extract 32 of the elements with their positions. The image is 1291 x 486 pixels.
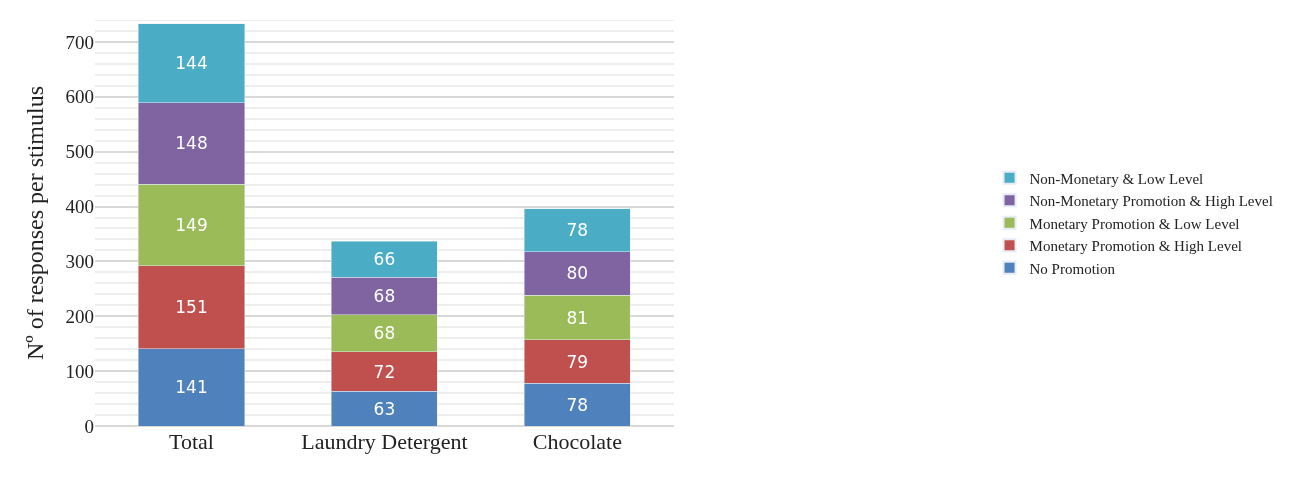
legend-label: No Promotion <box>1029 260 1116 277</box>
y-tick-label: 100 <box>65 360 94 382</box>
y-tick-label: 0 <box>84 415 94 437</box>
y-tick-label: 700 <box>65 31 94 53</box>
data-label: 68 <box>373 323 396 344</box>
x-tick-label: Chocolate <box>532 429 622 454</box>
data-label: 149 <box>175 214 208 235</box>
data-label: 144 <box>175 53 208 74</box>
data-label: 80 <box>566 263 589 284</box>
data-label: 72 <box>373 361 396 382</box>
data-label: 68 <box>373 285 396 306</box>
legend-label: Monetary Promotion & High Level <box>1029 238 1243 255</box>
x-tick-label: Laundry Detergent <box>301 429 468 454</box>
data-label: 141 <box>175 377 208 398</box>
y-tick-label: 400 <box>65 196 94 218</box>
data-label: 78 <box>566 394 589 415</box>
data-label: 63 <box>373 398 396 419</box>
data-label: 151 <box>175 297 208 318</box>
y-tick-label: 200 <box>65 305 94 327</box>
data-label: 66 <box>373 249 396 270</box>
legend-label: Monetary Promotion & Low Level <box>1029 215 1240 232</box>
y-tick-label: 300 <box>65 251 94 273</box>
data-label: 78 <box>566 220 589 241</box>
data-label: 81 <box>566 307 589 328</box>
legend-label: Non-Monetary & Low Level <box>1029 170 1204 187</box>
data-label: 148 <box>175 133 208 154</box>
x-tick-label: Total <box>169 429 214 454</box>
data-label: 79 <box>566 351 589 372</box>
y-axis-title: Nº of responses per stimulus <box>21 85 48 361</box>
legend-label: Non-Monetary Promotion & High Level <box>1029 193 1273 210</box>
y-tick-label: 500 <box>65 141 94 163</box>
y-tick-label: 600 <box>65 86 94 108</box>
